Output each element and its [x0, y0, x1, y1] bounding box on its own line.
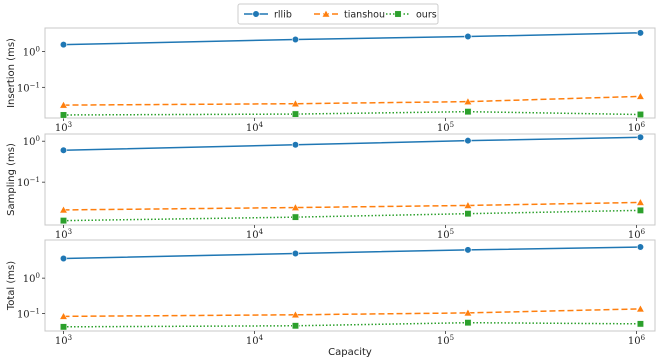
x-axis-label: Capacity: [328, 347, 372, 358]
data-point-tianshou: [463, 201, 473, 209]
data-point-rllib: [291, 249, 300, 258]
data-point-rllib: [636, 243, 645, 251]
data-point-ours: [636, 111, 644, 118]
x-tick-label: 104: [246, 121, 264, 134]
legend-marker-rllib: [252, 10, 260, 18]
y-tick-label: 100: [23, 135, 40, 148]
legend-marker-tianshou: [321, 9, 331, 18]
x-tick-label: 105: [437, 121, 454, 134]
x-tick-label: 104: [246, 334, 264, 347]
data-point-tianshou: [636, 92, 645, 100]
data-point-tianshou: [291, 99, 300, 108]
legend-label-tianshou: tianshou: [344, 10, 385, 21]
legend: rllib tianshou ours: [237, 3, 439, 25]
data-point-ours: [636, 320, 644, 328]
data-point-rllib: [636, 29, 645, 37]
series-line-ours: [63, 209, 641, 222]
series-line-rllib: [63, 136, 641, 152]
legend-marker-ours: [394, 10, 402, 18]
y-tick-label: 10−1: [17, 176, 40, 189]
legend-label-ours: ours: [416, 10, 437, 21]
legend-label-rllib: rllib: [274, 10, 292, 21]
data-point-tianshou: [636, 304, 645, 313]
series-line-rllib: [63, 32, 641, 46]
x-tick-label: 103: [55, 121, 72, 134]
data-point-rllib: [291, 35, 300, 44]
data-point-rllib: [59, 254, 68, 263]
data-point-rllib: [464, 137, 472, 145]
x-tick-label: 103: [55, 228, 72, 241]
x-tick-label: 104: [246, 228, 264, 241]
series-line-tianshou: [63, 201, 641, 211]
series-line-tianshou: [63, 95, 641, 106]
x-tick-label: 105: [437, 334, 454, 347]
data-point-ours: [464, 210, 472, 218]
series-line-ours: [63, 321, 641, 328]
data-point-rllib: [59, 146, 68, 154]
x-tick-label: 106: [628, 121, 646, 134]
series-line-rllib: [63, 246, 641, 260]
y-tick-label: 100: [23, 272, 40, 285]
data-point-tianshou: [59, 205, 68, 214]
x-tick-label: 106: [628, 228, 646, 241]
y-tick-label: 10−1: [17, 81, 40, 94]
data-point-tianshou: [636, 198, 645, 206]
data-point-ours: [292, 322, 299, 330]
data-point-tianshou: [291, 203, 300, 211]
series-line-tianshou: [63, 308, 641, 318]
data-point-ours: [60, 323, 67, 331]
x-tick-label: 103: [55, 334, 72, 347]
data-point-ours: [292, 110, 299, 118]
y-tick-label: 10−1: [17, 308, 40, 321]
plot-frame: [44, 133, 656, 226]
data-point-ours: [464, 319, 472, 327]
data-point-rllib: [636, 133, 645, 141]
data-point-tianshou: [291, 310, 300, 319]
data-point-ours: [60, 217, 67, 225]
y-axis-label: Insertion (ms): [6, 38, 17, 108]
data-point-ours: [464, 108, 472, 116]
data-point-rllib: [291, 141, 300, 149]
data-point-ours: [636, 206, 644, 214]
plot-frame: [44, 27, 656, 119]
series-line-ours: [63, 110, 641, 116]
data-point-ours: [292, 213, 299, 221]
data-point-tianshou: [463, 97, 473, 105]
x-tick-label: 106: [628, 334, 646, 347]
plot-frame: [44, 239, 656, 332]
data-point-rllib: [59, 41, 68, 49]
data-point-tianshou: [59, 100, 68, 109]
x-tick-label: 105: [437, 228, 454, 241]
data-point-rllib: [464, 246, 472, 254]
data-point-tianshou: [59, 312, 68, 320]
data-point-ours: [60, 111, 67, 119]
y-axis-label: Total (ms): [6, 261, 17, 311]
data-point-rllib: [464, 32, 472, 41]
data-point-tianshou: [463, 308, 473, 317]
y-axis-label: Sampling (ms): [6, 143, 17, 216]
y-tick-label: 100: [23, 45, 40, 58]
